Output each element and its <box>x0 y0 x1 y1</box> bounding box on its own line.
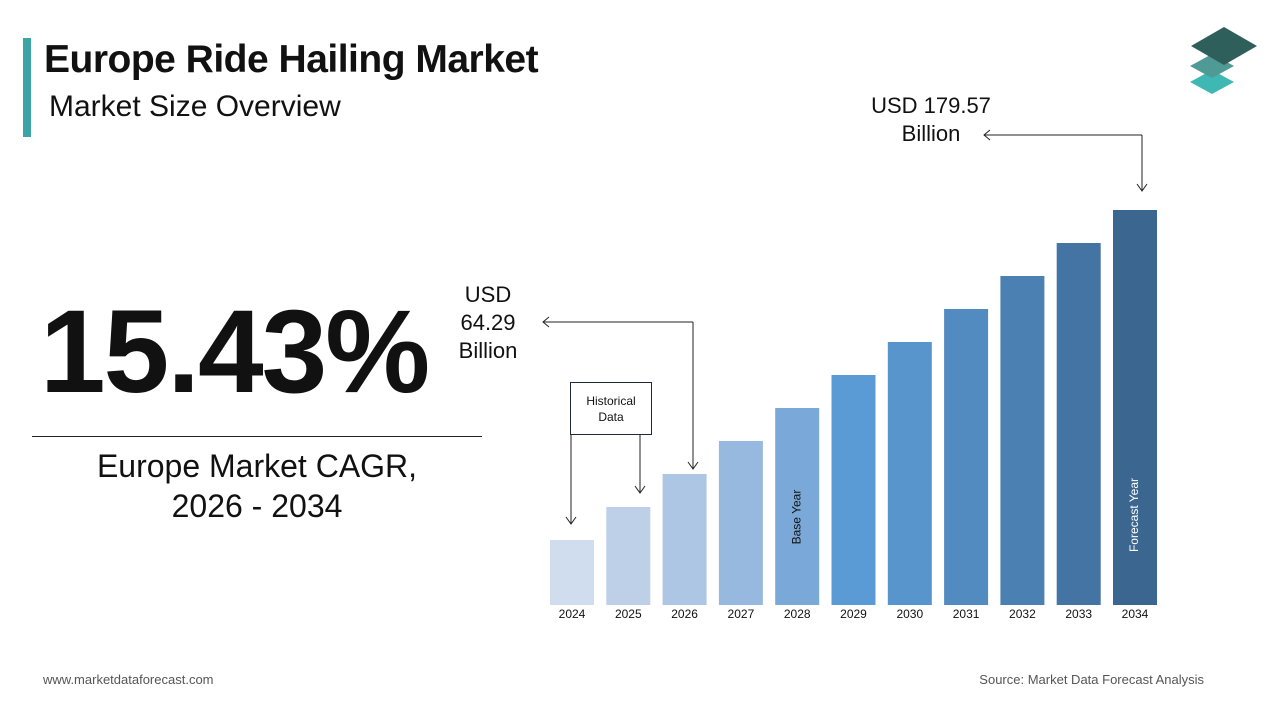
logo-layer <box>1190 70 1234 94</box>
historical-label-line2: Data <box>598 409 624 424</box>
x-tick-label: 2029 <box>840 607 867 621</box>
x-tick-label: 2034 <box>1122 607 1149 621</box>
title-accent-bar <box>23 38 31 137</box>
x-tick-label: 2025 <box>615 607 642 621</box>
cagr-value: 15.43% <box>40 286 430 418</box>
x-tick-label: 2024 <box>559 607 586 621</box>
end-callout-line1: USD 179.57 <box>871 93 991 118</box>
x-tick-label: 2032 <box>1009 607 1036 621</box>
start-callout-line1: USD <box>464 282 512 307</box>
logo-layers-icon <box>1190 27 1257 94</box>
end-callout-line2: Billion <box>901 121 961 146</box>
logo-layer <box>1191 27 1257 65</box>
bar-2024 <box>550 540 594 605</box>
bar-2034 <box>1113 210 1157 605</box>
bar-2027 <box>718 441 763 605</box>
bar-annotation: Base Year <box>789 490 803 545</box>
bar-2028 <box>775 408 820 605</box>
cagr-divider <box>32 436 482 437</box>
bar-2029 <box>831 375 876 605</box>
callout-arrows <box>542 129 1148 525</box>
end-value-callout: USD 179.57 Billion <box>856 92 1006 148</box>
bar-2033 <box>1056 243 1101 605</box>
x-tick-label: 2027 <box>728 607 755 621</box>
page-title: Europe Ride Hailing Market <box>44 38 539 81</box>
page-subtitle: Market Size Overview <box>49 90 341 123</box>
historical-data-box: Historical Data <box>570 382 652 435</box>
source-note: Source: Market Data Forecast Analysis <box>979 672 1204 687</box>
bar-2030 <box>887 342 932 605</box>
cagr-label-line2: 2026 - 2034 <box>171 488 343 524</box>
bar-2032 <box>1000 276 1045 605</box>
website-link[interactable]: www.marketdataforecast.com <box>43 672 214 687</box>
bar-2025 <box>606 507 651 605</box>
start-callout-line3: Billion <box>458 338 518 363</box>
start-callout-line2: 64.29 <box>460 310 516 335</box>
cagr-label: Europe Market CAGR, 2026 - 2034 <box>32 446 482 526</box>
bar-2026 <box>662 474 707 605</box>
cagr-label-line1: Europe Market CAGR, <box>96 448 418 484</box>
x-tick-label: 2026 <box>671 607 698 621</box>
historical-label-line1: Historical <box>586 393 636 408</box>
x-tick-label: 2030 <box>896 607 923 621</box>
bar-2031 <box>944 309 989 605</box>
x-tick-label: 2031 <box>953 607 980 621</box>
bar-annotation: Forecast Year <box>1127 478 1141 552</box>
start-value-callout: USD 64.29 Billion <box>452 281 524 365</box>
x-tick-label: 2028 <box>784 607 811 621</box>
x-tick-label: 2033 <box>1065 607 1092 621</box>
